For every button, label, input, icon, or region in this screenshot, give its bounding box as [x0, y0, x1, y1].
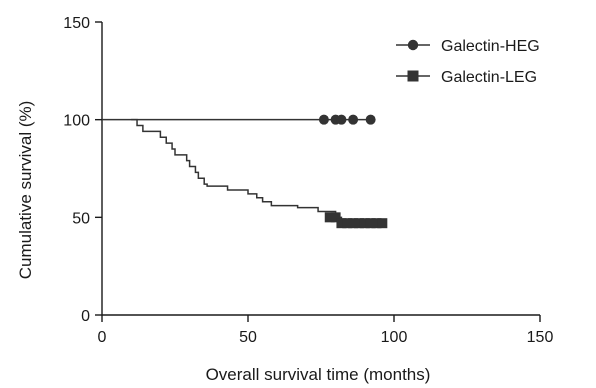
y-tick-label: 50: [72, 210, 90, 227]
y-tick-label: 150: [63, 15, 90, 32]
legend-label: Galectin-HEG: [441, 38, 540, 55]
plot-series: [102, 114, 388, 229]
x-axis-title: Overall survival time (months): [206, 365, 431, 384]
legend-marker: [407, 39, 419, 51]
censor-mark: [359, 218, 370, 229]
censor-mark: [365, 218, 376, 229]
y-tick-label: 0: [81, 308, 90, 325]
series-galectin-leg: [131, 118, 388, 229]
legend: Galectin-HEG Galectin-LEG: [396, 38, 540, 86]
censor-mark: [348, 218, 359, 229]
legend-label: Galectin-LEG: [441, 69, 537, 86]
x-ticks: 0 50 100 150: [98, 315, 554, 346]
y-ticks: 0 50 100 150: [63, 15, 102, 325]
censor-mark: [336, 218, 347, 229]
x-tick-label: 0: [98, 329, 107, 346]
survival-curve: [131, 118, 386, 224]
censor-mark: [318, 114, 329, 125]
legend-item: Galectin-HEG: [396, 38, 540, 55]
x-tick-label: 150: [527, 329, 554, 346]
legend-item: Galectin-LEG: [396, 69, 537, 86]
censor-mark: [336, 114, 347, 125]
censor-mark: [371, 218, 382, 229]
censor-mark: [353, 218, 364, 229]
censor-mark: [342, 218, 353, 229]
legend-marker: [407, 70, 419, 82]
x-tick-label: 50: [239, 329, 257, 346]
censor-mark: [377, 218, 388, 229]
series-galectin-heg: [102, 114, 376, 125]
censor-mark: [330, 212, 341, 223]
censor-mark: [324, 212, 335, 223]
censor-mark: [365, 114, 376, 125]
y-tick-label: 100: [63, 113, 90, 130]
x-tick-label: 100: [381, 329, 408, 346]
censor-mark: [348, 114, 359, 125]
y-axis-title: Cumulative survival (%): [16, 101, 35, 280]
